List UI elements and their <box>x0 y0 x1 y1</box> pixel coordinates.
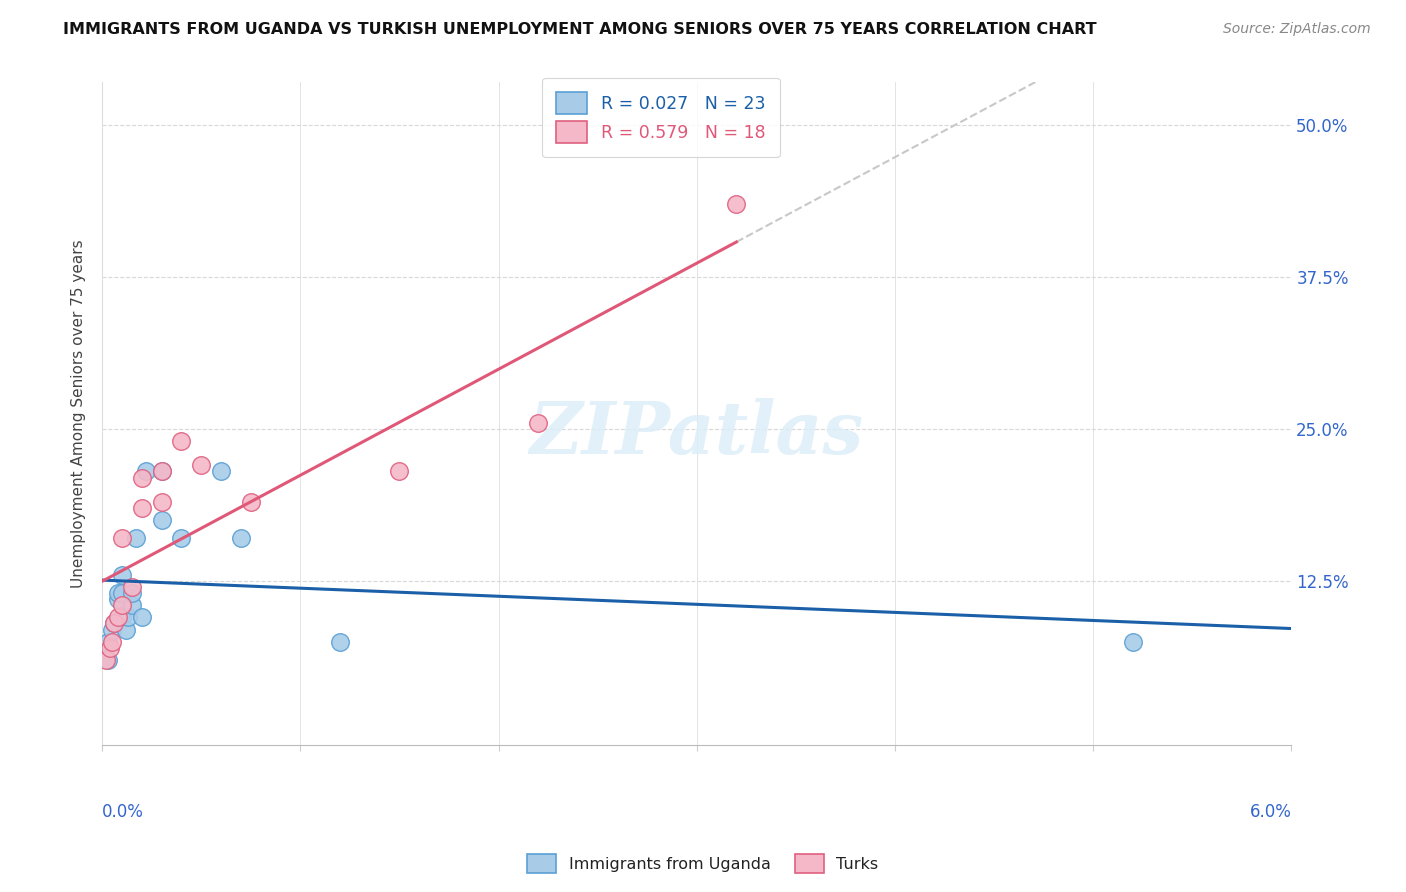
Legend: Immigrants from Uganda, Turks: Immigrants from Uganda, Turks <box>522 847 884 880</box>
Point <box>209 465 232 479</box>
Point <box>135 465 157 479</box>
Y-axis label: Unemployment Among Seniors over 75 years: Unemployment Among Seniors over 75 years <box>72 239 86 588</box>
Legend: R = 0.027   N = 23, R = 0.579   N = 18: R = 0.027 N = 23, R = 0.579 N = 18 <box>543 78 780 157</box>
Point <box>111 598 134 612</box>
Point <box>725 197 748 211</box>
Point <box>103 616 125 631</box>
Point <box>190 458 212 473</box>
Point <box>111 532 134 546</box>
Point <box>107 586 129 600</box>
Point <box>121 586 143 600</box>
Point <box>131 470 153 484</box>
Point <box>121 580 143 594</box>
Point <box>96 653 118 667</box>
Point <box>170 434 193 448</box>
Point <box>98 640 121 655</box>
Point <box>111 610 134 624</box>
Point <box>150 513 173 527</box>
Point <box>117 610 139 624</box>
Text: IMMIGRANTS FROM UGANDA VS TURKISH UNEMPLOYMENT AMONG SENIORS OVER 75 YEARS CORRE: IMMIGRANTS FROM UGANDA VS TURKISH UNEMPL… <box>63 22 1097 37</box>
Point <box>388 465 411 479</box>
Point <box>121 598 143 612</box>
Point <box>170 532 193 546</box>
Text: 6.0%: 6.0% <box>1250 804 1291 822</box>
Point <box>97 634 120 648</box>
Point <box>150 465 173 479</box>
Point <box>329 634 352 648</box>
Text: 0.0%: 0.0% <box>103 804 143 822</box>
Point <box>239 495 262 509</box>
Text: Source: ZipAtlas.com: Source: ZipAtlas.com <box>1223 22 1371 37</box>
Point <box>131 610 153 624</box>
Point <box>1122 634 1144 648</box>
Point <box>229 532 252 546</box>
Point <box>527 416 550 430</box>
Point <box>107 610 129 624</box>
Point <box>101 623 124 637</box>
Text: ZIPatlas: ZIPatlas <box>530 398 863 469</box>
Point <box>125 532 148 546</box>
Point <box>150 465 173 479</box>
Point <box>103 616 125 631</box>
Point <box>115 623 138 637</box>
Point <box>101 634 124 648</box>
Point <box>131 500 153 515</box>
Point <box>107 592 129 607</box>
Point <box>150 495 173 509</box>
Point <box>97 653 120 667</box>
Point <box>111 567 134 582</box>
Point <box>111 586 134 600</box>
